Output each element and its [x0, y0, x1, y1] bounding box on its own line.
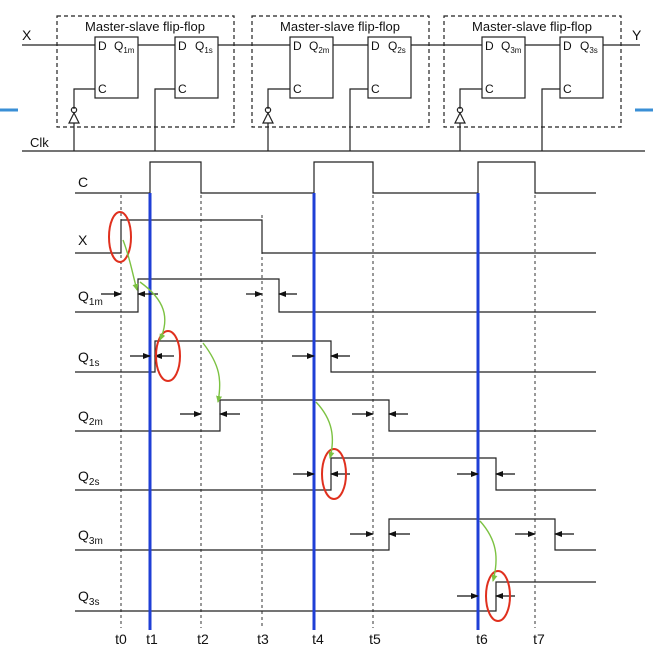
highlights [108, 211, 511, 622]
flipflop-2-master [289, 36, 334, 99]
ff3-slave-d: D [563, 39, 572, 53]
ff1-slave-d: D [178, 39, 187, 53]
flipflop-3-title: Master-slave flip-flop [472, 19, 592, 34]
highlight-q3s-rise [485, 570, 511, 622]
inverter-2 [262, 111, 274, 124]
flipflop-3-slave [559, 36, 604, 99]
time-label-t3: t3 [257, 631, 269, 647]
time-label-t6: t6 [476, 631, 488, 647]
flipflop-2-title: Master-slave flip-flop [280, 19, 400, 34]
flipflop-1-master [94, 36, 139, 99]
time-label-t5: t5 [369, 631, 381, 647]
highlight-q2s-rise [321, 448, 347, 500]
wave-q3m [75, 518, 596, 551]
ff2-slave-d: D [371, 39, 380, 53]
flipflop-2-box [251, 15, 430, 128]
wire-inv1-c [73, 88, 95, 109]
inverter-1 [68, 111, 80, 124]
ff2-master-q: Q2m [309, 39, 330, 55]
ff2-master-c: C [293, 82, 302, 96]
highlight-q1s-rise [155, 330, 181, 382]
inverter-1-bubble [70, 106, 78, 114]
time-label-t1: t1 [146, 631, 158, 647]
flipflop-1-box [56, 15, 235, 128]
cause-q2m-to-q2s [315, 401, 335, 459]
wire-clk-slave3 [541, 88, 560, 151]
delay-arrows [101, 291, 574, 599]
flipflop-2-slave [367, 36, 412, 99]
ff3-slave-c: C [563, 82, 572, 96]
flipflop-1 [56, 15, 235, 128]
wave-q1s [75, 340, 596, 373]
ff3-master-d: D [485, 39, 494, 53]
ff3-slave-q: Q3s [580, 39, 598, 55]
flipflop-2 [251, 15, 430, 128]
wire-inv2-c [267, 88, 290, 109]
time-label-t0: t0 [115, 631, 127, 647]
cause-q1s-to-q2m [202, 342, 223, 403]
wave-q2m [75, 399, 596, 432]
wire-clk-slave1 [154, 88, 175, 151]
flipflop-1-title: Master-slave flip-flop [85, 19, 205, 34]
signal-label-q3s: Q3s [78, 588, 99, 608]
signal-label-q1m: Q1m [78, 288, 103, 308]
time-label-t2: t2 [197, 631, 209, 647]
wave-q3s [75, 581, 596, 612]
ff1-slave-q: Q1s [195, 39, 213, 55]
wire-inv3-c [459, 88, 482, 109]
cause-x-to-q1m [122, 239, 139, 291]
cause-q3m-to-q3s [479, 520, 498, 582]
flipflop-3-master [481, 36, 526, 99]
waveforms [75, 161, 596, 612]
highlight-x-rise [108, 211, 132, 263]
signal-label-q2m: Q2m [78, 408, 103, 428]
signal-label-q1s: Q1s [78, 349, 99, 369]
ff1-slave-c: C [178, 82, 187, 96]
ff2-master-d: D [293, 39, 302, 53]
cause-q1m-to-q1s [139, 281, 166, 341]
signal-label-q3m: Q3m [78, 527, 103, 547]
wave-q1m [75, 278, 596, 313]
inverter-3-bubble [456, 106, 464, 114]
flipflop-3-box [443, 15, 622, 128]
inverter-3 [454, 111, 466, 124]
flipflop-3 [443, 15, 622, 128]
inverter-2-bubble [264, 106, 272, 114]
circuit [22, 15, 645, 152]
clock-edges [148, 193, 480, 630]
output-y-label: Y [632, 27, 642, 43]
ff1-master-q: Q1m [114, 39, 135, 55]
wave-q2s [75, 457, 596, 491]
clk-label: Clk [30, 135, 49, 150]
circuit-labels: X Y Clk Master-slave flip-flop Master-sl… [22, 19, 642, 150]
time-label-t7: t7 [533, 631, 545, 647]
input-x-label: X [22, 27, 32, 43]
ff2-slave-q: Q2s [388, 39, 406, 55]
ff2-slave-c: C [371, 82, 380, 96]
signal-labels: C X Q1m Q1s Q2m Q2s Q3m Q3s [78, 174, 103, 608]
signal-label-x: X [78, 232, 88, 248]
time-labels: t0 t1 t2 t3 t4 t5 t6 t7 [115, 631, 545, 647]
time-label-t4: t4 [312, 631, 324, 647]
causal-arrows [122, 239, 498, 582]
ff3-master-c: C [485, 82, 494, 96]
flipflop-1-slave [174, 36, 219, 99]
time-markers [120, 195, 536, 628]
signal-label-c: C [78, 174, 88, 190]
wire-clk-slave2 [349, 88, 368, 151]
wave-c [75, 161, 596, 194]
wave-x [75, 219, 596, 254]
signal-label-q2s: Q2s [78, 468, 99, 488]
ff3-master-q: Q3m [501, 39, 522, 55]
ff1-master-d: D [98, 39, 107, 53]
ff1-master-c: C [98, 82, 107, 96]
